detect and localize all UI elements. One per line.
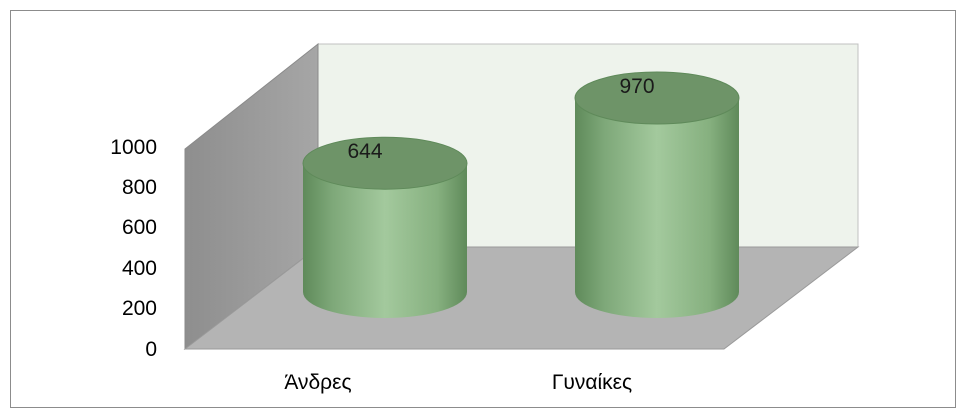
y-tick-label: 600 — [122, 216, 157, 239]
data-label: 644 — [347, 140, 382, 163]
y-tick-label: 200 — [122, 297, 157, 320]
y-tick-label: 1000 — [110, 136, 157, 159]
data-labels: 644 970 — [347, 75, 654, 163]
y-tick-label: 0 — [145, 338, 157, 361]
x-axis: Άνδρες Γυναίκες — [284, 371, 632, 394]
bars — [302, 71, 740, 318]
x-category-label: Άνδρες — [284, 371, 351, 394]
bar-base — [303, 266, 467, 318]
data-label: 970 — [619, 75, 654, 98]
bar-base — [575, 266, 739, 318]
bar-top — [574, 71, 740, 125]
bar-body — [575, 98, 739, 292]
bar-top — [302, 136, 468, 190]
y-tick-label: 800 — [122, 176, 157, 199]
y-axis: 0 200 400 600 800 1000 — [110, 136, 157, 361]
bar-cylinder — [574, 71, 740, 318]
y-tick-label: 400 — [122, 257, 157, 280]
bar-cylinder — [302, 136, 468, 318]
x-category-label: Γυναίκες — [552, 371, 632, 394]
